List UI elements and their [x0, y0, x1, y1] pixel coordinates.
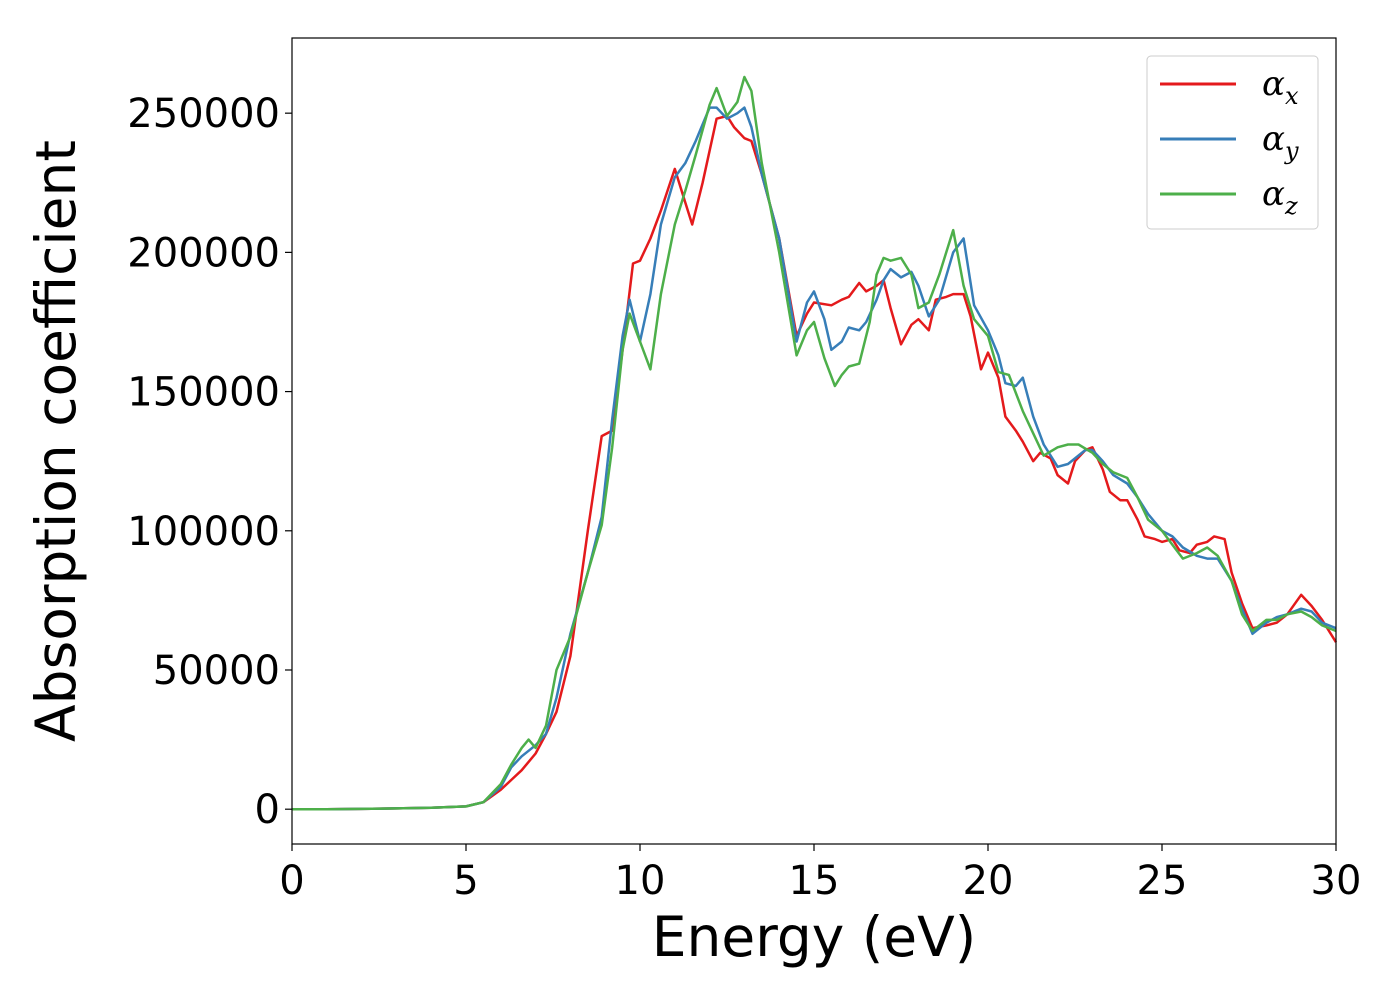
x-tick-label: 30 [1311, 858, 1362, 904]
x-tick-label: 25 [1137, 858, 1188, 904]
x-axis-title: Energy (eV) [652, 905, 976, 969]
x-tick-label: 15 [789, 858, 840, 904]
y-tick-label: 150000 [127, 370, 280, 416]
series-line-z [292, 75, 1337, 811]
x-tick-label: 10 [615, 858, 666, 904]
y-tick-label: 100000 [127, 509, 280, 555]
y-tick-label: 0 [255, 787, 280, 833]
series-layer [292, 75, 1338, 811]
ticks-layer: 0 5 10 15 20 25 30 0 50000 100000 150000 200000 2500… [127, 91, 1361, 904]
y-tick-label: 50000 [153, 648, 280, 694]
legend-label-x: αx [1262, 64, 1299, 110]
y-axis-title: Absorption coefficient [24, 140, 88, 742]
series-line-x [292, 114, 1338, 811]
y-tick-label: 200000 [127, 230, 280, 276]
x-tick-label: 5 [453, 858, 478, 904]
x-tick-label: 20 [963, 858, 1014, 904]
y-tick-label: 250000 [127, 91, 280, 137]
x-tick-label: 0 [279, 858, 304, 904]
legend-box [1146, 55, 1319, 230]
